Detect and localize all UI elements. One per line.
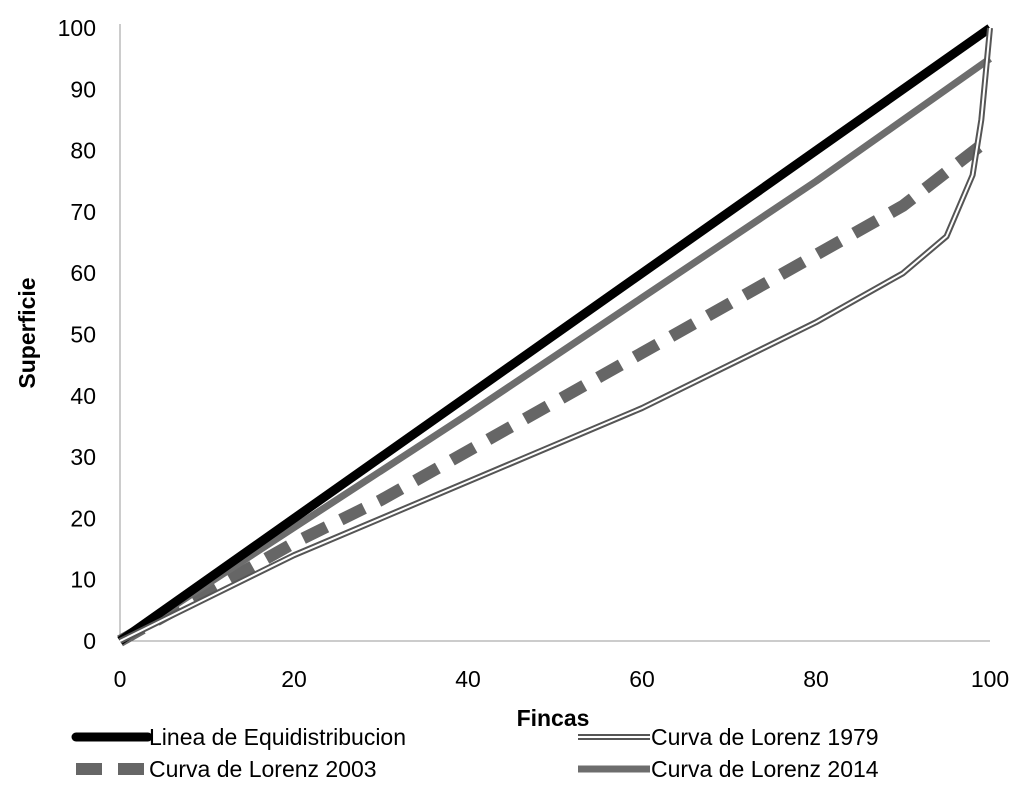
- legend-label: Curva de Lorenz 2003: [149, 756, 377, 782]
- legend-item-curva-de-lorenz-1979: Curva de Lorenz 1979: [578, 724, 879, 750]
- legend: Linea de Equidistribucion Curva de Lorenz…: [71, 724, 879, 782]
- legend-item-curva-de-lorenz-2003: Curva de Lorenz 2003: [76, 756, 377, 782]
- series-line-curva-de-lorenz-2014: [118, 55, 993, 644]
- y-tick-label: 30: [70, 444, 96, 470]
- axes: [119, 24, 990, 642]
- y-tick-label: 10: [70, 567, 96, 593]
- series-layer: [117, 24, 994, 647]
- y-tick-label: 0: [83, 628, 96, 654]
- y-tick-label: 70: [70, 199, 96, 225]
- legend-label: Curva de Lorenz 1979: [651, 724, 879, 750]
- y-tick-label: 80: [70, 138, 96, 164]
- series-line-curva-de-lorenz-2003: [117, 133, 994, 647]
- x-tick-label: 40: [455, 666, 481, 692]
- x-tick-label: 100: [971, 666, 1009, 692]
- y-tick-label: 90: [70, 76, 96, 102]
- legend-label: Curva de Lorenz 2014: [651, 756, 879, 782]
- y-axis-title: Superficie: [14, 277, 40, 388]
- x-axis-title: Fincas: [517, 705, 590, 731]
- x-tick-label: 80: [803, 666, 829, 692]
- legend-item-curva-de-lorenz-2014: Curva de Lorenz 2014: [578, 756, 879, 782]
- y-tick-label: 50: [70, 322, 96, 348]
- x-tick-label: 20: [281, 666, 307, 692]
- y-tick-label: 20: [70, 505, 96, 531]
- x-tick-label: 0: [114, 666, 127, 692]
- legend-item-linea-de-equidistribucion: Linea de Equidistribucion: [71, 724, 406, 750]
- series-line-linea-de-equidistribucion: [117, 24, 993, 645]
- series-line-curva-de-lorenz-1979-inner: [119, 27, 991, 642]
- y-tick-label: 60: [70, 260, 96, 286]
- legend-label: Linea de Equidistribucion: [149, 724, 406, 750]
- y-tick-label: 40: [70, 383, 96, 409]
- tick-labels: 0 10 20 30 40 50 60 70 80 90 100 0 20 40 60 80 100: [58, 15, 1010, 692]
- x-tick-label: 60: [629, 666, 655, 692]
- y-tick-label: 100: [58, 15, 96, 41]
